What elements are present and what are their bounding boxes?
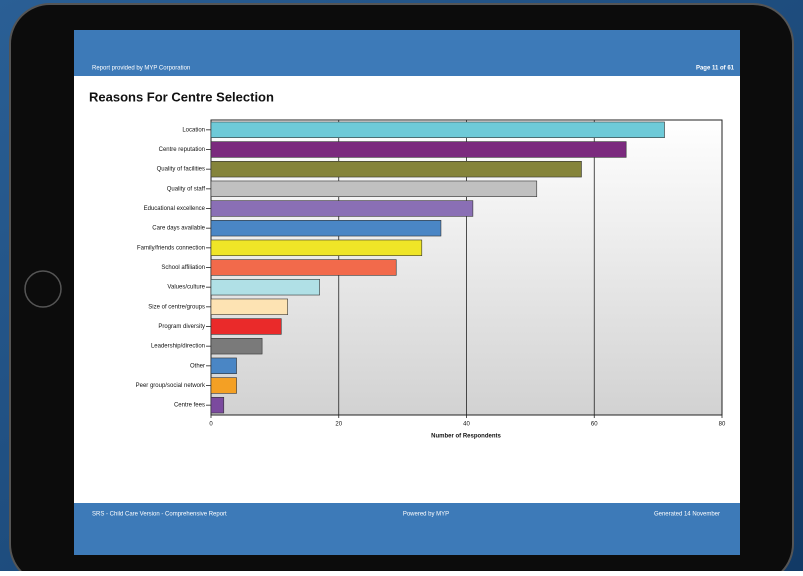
y-tick-label: Program diversity	[158, 324, 205, 330]
y-tick-label: Educational excellence	[144, 206, 206, 212]
bar	[210, 121, 665, 139]
header-left: Report provided by MYP Corporation	[92, 66, 190, 72]
footer-bar	[74, 503, 740, 555]
bar	[210, 357, 237, 375]
header-bar	[74, 30, 740, 76]
y-tick-label: Centre reputation	[159, 147, 205, 153]
bar	[210, 239, 423, 256]
y-tick-label: Peer group/social network	[136, 383, 206, 389]
bar	[210, 377, 237, 394]
y-tick-label: Family/friends connection	[137, 245, 205, 251]
header-right: Page 11 of 61	[696, 66, 735, 72]
chart: 0 20 40 60 80 Location Centre reputation Qualit…	[136, 120, 726, 428]
y-tick-label: Quality of facilities	[157, 167, 205, 173]
y-tick-label: School affiliation	[161, 265, 205, 271]
x-tick-label: 20	[335, 422, 342, 428]
bar	[210, 141, 627, 158]
home-button[interactable]	[24, 270, 62, 308]
footer-center: Powered by MYP	[403, 512, 449, 518]
bar	[210, 161, 582, 178]
bar	[210, 220, 442, 237]
x-tick-label: 40	[463, 422, 470, 428]
chart-title: Reasons For Centre Selection	[89, 89, 274, 104]
y-tick-label: Location	[182, 127, 205, 133]
x-axis-label: Number of Respondents	[431, 434, 501, 440]
bar	[210, 278, 320, 296]
y-tick-label: Leadership/direction	[151, 344, 205, 350]
footer-right: Generated 14 November	[654, 512, 720, 518]
y-tick-label: Size of centre/groups	[148, 304, 205, 310]
bar	[210, 337, 263, 355]
y-tick-label: Values/culture	[167, 285, 205, 291]
bar	[210, 396, 225, 414]
x-tick-label: 80	[719, 422, 726, 428]
bar	[210, 298, 288, 316]
bar	[210, 180, 538, 197]
y-tick-label: Other	[190, 363, 205, 369]
bar	[210, 259, 397, 276]
y-tick-label: Centre fees	[174, 403, 205, 409]
bar	[210, 318, 282, 335]
bar	[210, 200, 474, 217]
footer-left: SRS - Child Care Version - Comprehensive…	[92, 512, 227, 518]
y-tick-label: Quality of staff	[167, 186, 206, 192]
x-tick-label: 60	[591, 422, 598, 428]
y-tick-label: Care days available	[152, 226, 205, 232]
x-tick-label: 0	[209, 422, 213, 428]
